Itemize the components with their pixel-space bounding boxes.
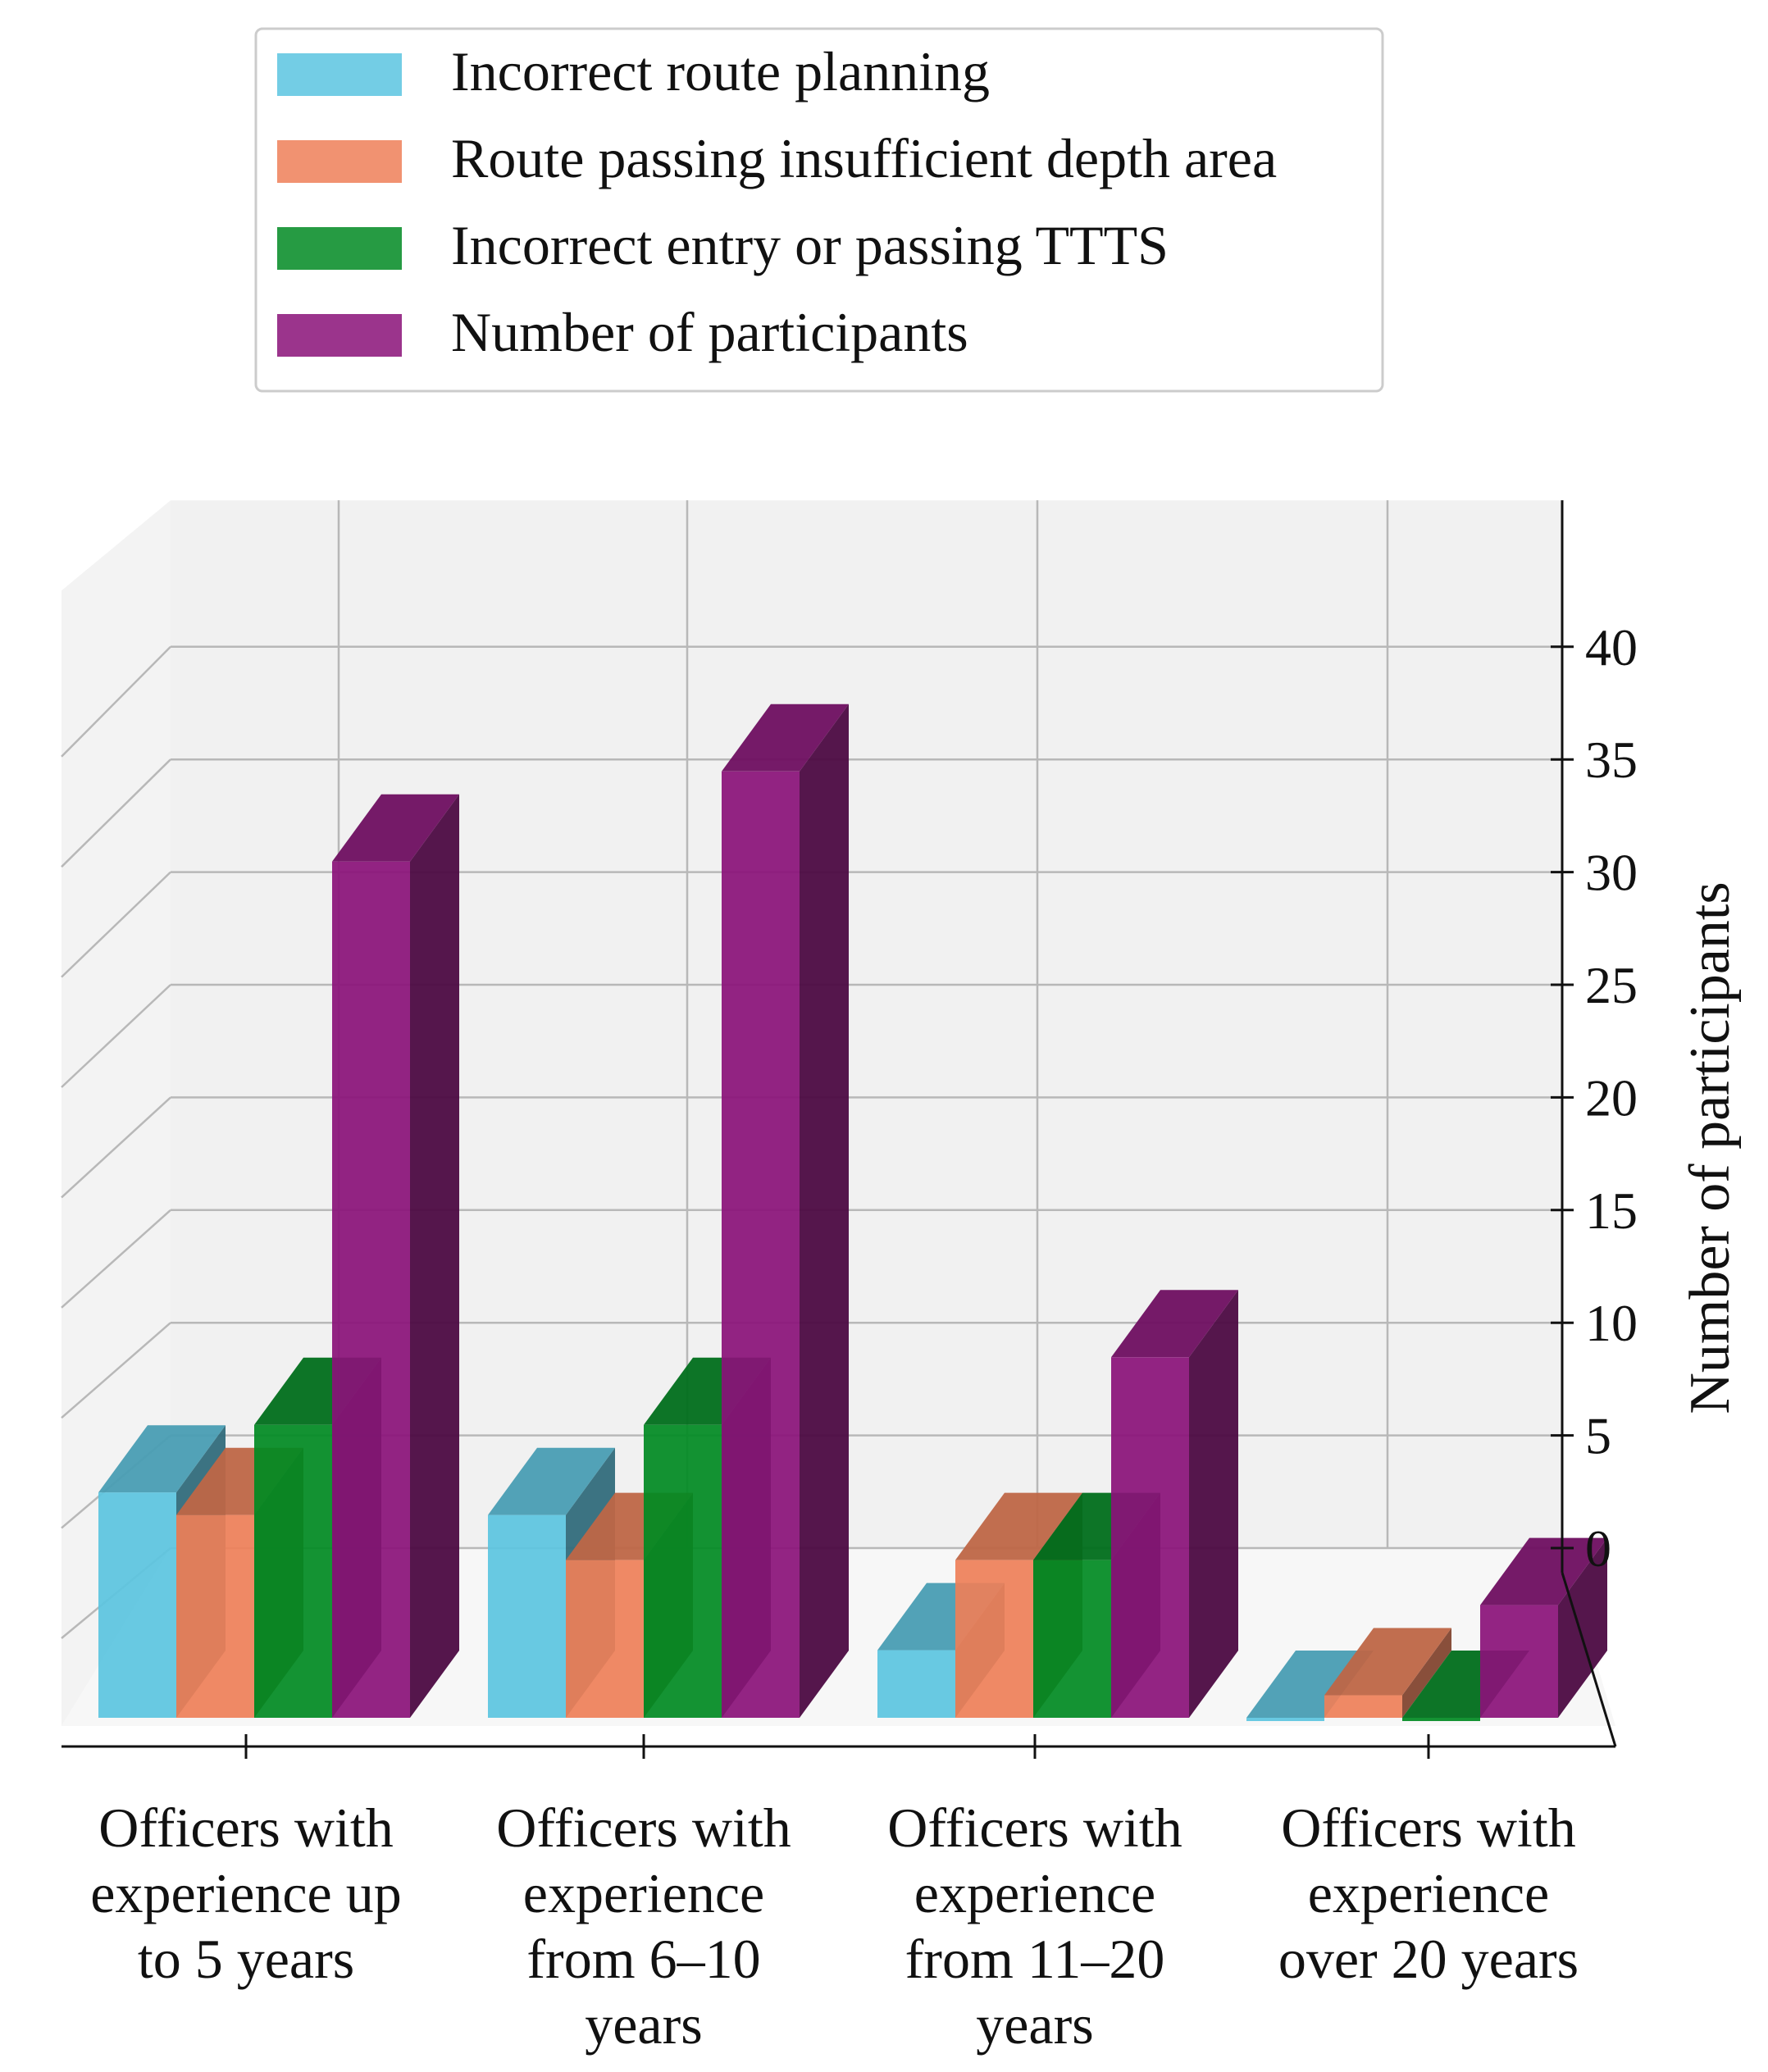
- bar-front: [1033, 1560, 1111, 1718]
- bar-3-1: [1324, 1628, 1451, 1718]
- bar-top: [1111, 1290, 1238, 1358]
- x-tick-label: from 6–10: [526, 1928, 760, 1990]
- bar-front: [1246, 1718, 1324, 1721]
- bar-front: [176, 1514, 254, 1718]
- legend-label: Incorrect route planning: [451, 40, 990, 102]
- bar-front: [1402, 1718, 1480, 1721]
- x-tick-label: Officers with: [1281, 1796, 1575, 1859]
- bar-side: [1189, 1290, 1238, 1718]
- legend-swatch: [277, 227, 402, 270]
- bar-top: [332, 794, 459, 862]
- legend-label: Incorrect entry or passing TTTS: [451, 214, 1169, 276]
- x-tick-label: Officers with: [887, 1796, 1182, 1859]
- y-tick-label: 20: [1585, 1068, 1638, 1127]
- x-axis-side: [1561, 1572, 1617, 1747]
- legend-box: [254, 27, 1384, 393]
- legend-swatch: [277, 53, 402, 96]
- x-tick-label: years: [585, 1993, 702, 2056]
- gridline-side: [61, 871, 171, 978]
- bar-front: [1111, 1357, 1189, 1718]
- bar-side: [1558, 1537, 1607, 1718]
- x-tick-label: Officers with: [98, 1796, 393, 1859]
- gridline-side: [61, 984, 171, 1088]
- x-tick-label: Officers with: [496, 1796, 791, 1859]
- bar-front: [488, 1514, 566, 1718]
- y-tick-label: 0: [1585, 1519, 1611, 1578]
- bar-top: [488, 1447, 615, 1515]
- legend-swatch: [277, 140, 402, 183]
- x-tick-label: experience: [1308, 1862, 1549, 1924]
- back-pane: [171, 500, 1562, 1549]
- y-tick-label: 25: [1585, 956, 1638, 1014]
- bar-side: [1402, 1628, 1451, 1718]
- bar-top: [722, 704, 849, 772]
- x-tick-label: experience: [523, 1862, 764, 1924]
- gridline-side: [61, 1322, 171, 1419]
- bar-0-3: [332, 794, 459, 1718]
- bar-top: [955, 1492, 1082, 1560]
- bar-front: [254, 1424, 332, 1718]
- y-tick-label: 40: [1585, 618, 1638, 676]
- chart-legend: Incorrect route planning Route passing in…: [254, 27, 1384, 393]
- bar-top: [1324, 1628, 1451, 1696]
- bar-top: [1246, 1651, 1374, 1718]
- bar-front: [98, 1492, 176, 1718]
- bar-side: [800, 704, 849, 1718]
- gridline-side: [61, 758, 171, 868]
- x-tick-label: experience up: [90, 1862, 401, 1924]
- bar-front: [644, 1424, 722, 1718]
- y-tick-label: 30: [1585, 844, 1638, 902]
- bar-3-0: [1246, 1651, 1374, 1721]
- x-tick-label: years: [976, 1993, 1093, 2056]
- x-tick-label: to 5 years: [138, 1928, 354, 1990]
- x-tick-label: from 11–20: [905, 1928, 1165, 1990]
- gridline-side: [61, 1209, 171, 1309]
- gridline-side: [61, 645, 171, 758]
- bar-side: [410, 794, 459, 1718]
- y-tick-label: 35: [1585, 731, 1638, 789]
- x-tick-label: experience: [914, 1862, 1155, 1924]
- bar-front: [877, 1650, 955, 1718]
- legend-label: Number of participants: [451, 301, 968, 363]
- bar-top: [1480, 1537, 1607, 1605]
- x-tick-label: over 20 years: [1278, 1928, 1579, 1990]
- bar-front: [722, 771, 800, 1718]
- bar-front: [332, 861, 410, 1718]
- bar-3-3: [1480, 1537, 1607, 1718]
- y-tick-label: 5: [1585, 1407, 1611, 1465]
- y-tick-label: 15: [1585, 1182, 1638, 1240]
- chart-axes: 0 5 10 15 20 25 30 35 40 Number of participants Of…: [62, 500, 1742, 2056]
- legend-swatch: [277, 314, 402, 357]
- bar-top: [98, 1425, 226, 1493]
- bar-front: [955, 1560, 1033, 1718]
- bar-2-3: [1111, 1290, 1238, 1718]
- gridline-side: [61, 1096, 171, 1199]
- y-axis-label: Number of participants: [1679, 881, 1742, 1414]
- chart-bars: [98, 704, 1607, 1721]
- y-tick-label: 10: [1585, 1294, 1638, 1352]
- bar-front: [1480, 1605, 1558, 1718]
- legend-label: Route passing insufficient depth area: [451, 127, 1277, 189]
- bar-front: [566, 1560, 644, 1718]
- bar-front: [1324, 1695, 1402, 1718]
- bar-1-3: [722, 704, 849, 1718]
- left-pane: [62, 500, 171, 1727]
